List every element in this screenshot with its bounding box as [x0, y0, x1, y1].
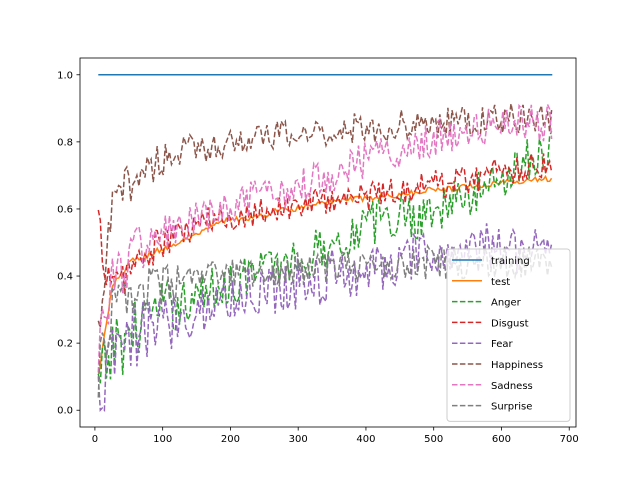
y-tick-label: 1.0: [57, 70, 73, 81]
x-tick-label: 400: [356, 434, 375, 445]
legend: training test Anger Disgust Fear Happiness Sad…: [446, 248, 571, 422]
x-tick-label: 200: [221, 434, 240, 445]
legend-label-disgust: Disgust: [491, 318, 529, 329]
x-tick-label: 500: [424, 434, 443, 445]
y-tick-label: 0.2: [57, 339, 73, 350]
legend-label-fear: Fear: [491, 339, 513, 350]
y-axis: 0.0 0.2 0.4 0.6 0.8 1.0: [57, 70, 80, 417]
y-tick-label: 0.6: [57, 204, 73, 215]
y-tick-label: 0.0: [57, 406, 73, 417]
legend-label-surprise: Surprise: [491, 402, 532, 413]
legend-box: [446, 248, 571, 422]
series-layer: [97, 74, 553, 413]
legend-label-anger: Anger: [491, 298, 522, 309]
series-line-happiness: [97, 103, 553, 329]
y-tick-label: 0.8: [57, 137, 73, 148]
legend-label-happiness: Happiness: [491, 360, 543, 371]
x-tick-label: 300: [289, 434, 308, 445]
x-axis: 0 100 200 300 400 500 600 700: [92, 427, 579, 445]
x-tick-label: 600: [492, 434, 511, 445]
x-tick-label: 700: [560, 434, 579, 445]
x-tick-label: 0: [92, 434, 98, 445]
legend-label-test: test: [491, 277, 510, 288]
series-line-disgust: [97, 153, 553, 296]
plot-frame: [79, 57, 577, 428]
legend-label-sadness: Sadness: [491, 381, 533, 392]
y-tick-label: 0.4: [57, 272, 73, 283]
x-tick-label: 100: [153, 434, 172, 445]
series-line-sadness: [97, 101, 553, 373]
legend-label-training: training: [491, 256, 530, 267]
